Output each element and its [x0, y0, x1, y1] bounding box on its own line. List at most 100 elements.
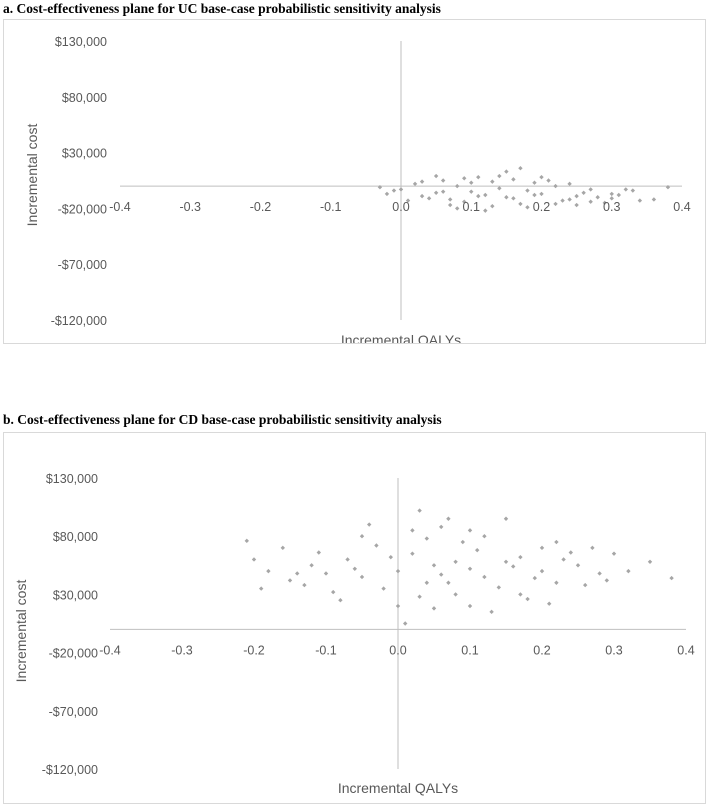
data-point-0-11: [345, 557, 350, 562]
x-tick-label: 0.1: [461, 643, 478, 657]
data-point-0-4: [323, 571, 329, 576]
data-point-0-27: [424, 536, 429, 541]
data-point-0-66: [410, 528, 415, 533]
data-point-0-37: [489, 609, 494, 615]
data-point-0-36: [469, 180, 474, 185]
data-point-0-39: [616, 192, 621, 198]
data-point-0-55: [588, 199, 593, 204]
data-point-0-12: [476, 174, 481, 180]
data-point-0-50: [352, 566, 357, 571]
data-point-0-12: [482, 574, 487, 580]
data-point-0-58: [518, 166, 523, 171]
data-point-0-39: [539, 545, 545, 551]
data-point-0-5: [503, 559, 509, 565]
chart-b-title: b. Cost-effectiveness plane for CD base-…: [3, 412, 442, 427]
x-tick-label: 0.0: [389, 643, 406, 657]
data-point-0-18: [251, 557, 257, 562]
data-point-0-45: [539, 174, 544, 180]
data-point-0-24: [623, 187, 628, 192]
data-point-0-14: [309, 563, 314, 568]
data-point-0-19: [597, 571, 602, 576]
y-axis-title: Incremental cost: [13, 580, 29, 683]
data-point-0-36: [525, 596, 530, 602]
y-tick-label: $30,000: [62, 147, 107, 161]
data-point-0-29: [447, 202, 453, 208]
data-point-0-23: [609, 191, 614, 197]
chart-a-title: a. Cost-effectiveness plane for UC base-…: [3, 1, 441, 16]
data-point-0-0: [395, 568, 401, 574]
data-point-0-27: [602, 200, 607, 206]
data-point-0-15: [588, 187, 593, 192]
data-point-0-61: [482, 534, 487, 539]
data-point-0-20: [490, 203, 495, 209]
data-point-0-67: [359, 534, 365, 539]
x-tick-label: 0.3: [603, 200, 620, 214]
data-point-0-56: [626, 568, 631, 574]
data-point-0-30: [439, 524, 444, 530]
data-point-0-30: [518, 201, 523, 207]
data-point-0-56: [447, 197, 453, 202]
data-point-0-0: [398, 187, 404, 192]
data-point-0-18: [412, 181, 418, 187]
data-point-0-4: [483, 192, 488, 198]
data-point-0-32: [546, 178, 551, 183]
data-point-0-31: [367, 522, 372, 527]
data-point-0-69: [467, 603, 473, 609]
data-point-0-65: [604, 578, 609, 583]
data-point-0-43: [547, 601, 552, 606]
data-point-0-48: [496, 585, 501, 590]
data-point-0-45: [331, 589, 336, 595]
data-point-0-57: [419, 179, 425, 184]
data-point-0-26: [651, 197, 657, 202]
x-tick-label: -0.2: [250, 200, 272, 214]
data-point-0-53: [302, 582, 307, 588]
y-tick-label: $30,000: [53, 588, 98, 602]
data-point-0-21: [532, 180, 537, 185]
x-tick-label: 0.1: [463, 200, 480, 214]
data-point-0-22: [574, 193, 579, 199]
chart-a-frame: $130,000 $80,000 $30,000 -$20,000 -$70,000 -$…: [3, 19, 706, 348]
y-tick-label: $130,000: [55, 35, 107, 49]
data-point-0-25: [453, 592, 458, 597]
data-point-0-21: [647, 559, 653, 565]
y-tick-label: -$120,000: [51, 314, 107, 328]
x-tick-label: 0.4: [677, 643, 694, 657]
data-point-0-42: [455, 206, 460, 211]
data-point-0-35: [483, 208, 488, 213]
y-tick-label: -$20,000: [49, 647, 98, 661]
x-tick-label: 0.4: [673, 200, 690, 214]
data-point-0-13: [511, 177, 516, 182]
y-tick-label: -$70,000: [49, 705, 98, 719]
data-point-0-50: [462, 176, 467, 181]
data-point-0-40: [384, 191, 390, 197]
y-tick-label: -$70,000: [58, 258, 107, 272]
y-axis-title: Incremental cost: [24, 124, 40, 227]
y-tick-label: -$20,000: [58, 202, 107, 216]
x-tick-label: -0.4: [109, 200, 131, 214]
data-point-0-7: [539, 568, 545, 574]
data-point-0-41: [568, 550, 573, 555]
data-point-0-22: [669, 575, 674, 581]
data-point-0-3: [469, 189, 474, 194]
x-tick-label: -0.2: [243, 643, 265, 657]
data-point-0-11: [440, 178, 446, 183]
x-axis-title: Incremental QALYs: [338, 780, 458, 796]
data-point-0-35: [338, 598, 343, 603]
data-point-0-10: [419, 193, 425, 199]
data-point-0-38: [403, 621, 408, 626]
data-point-0-9: [381, 586, 386, 591]
data-point-0-1: [433, 190, 439, 195]
data-point-0-24: [417, 594, 422, 599]
data-point-0-42: [583, 582, 588, 588]
x-tick-label: 0.2: [533, 200, 550, 214]
data-point-0-37: [581, 190, 586, 195]
x-tick-label: 0.2: [533, 643, 550, 657]
data-point-0-63: [518, 592, 523, 597]
data-point-0-28: [467, 528, 473, 533]
x-tick-label: 0.3: [605, 643, 622, 657]
data-point-0-34: [504, 169, 509, 174]
data-point-0-55: [590, 545, 595, 551]
x-tick-label: 0.0: [392, 200, 409, 214]
data-point-0-46: [460, 539, 465, 545]
data-point-0-60: [609, 196, 614, 201]
